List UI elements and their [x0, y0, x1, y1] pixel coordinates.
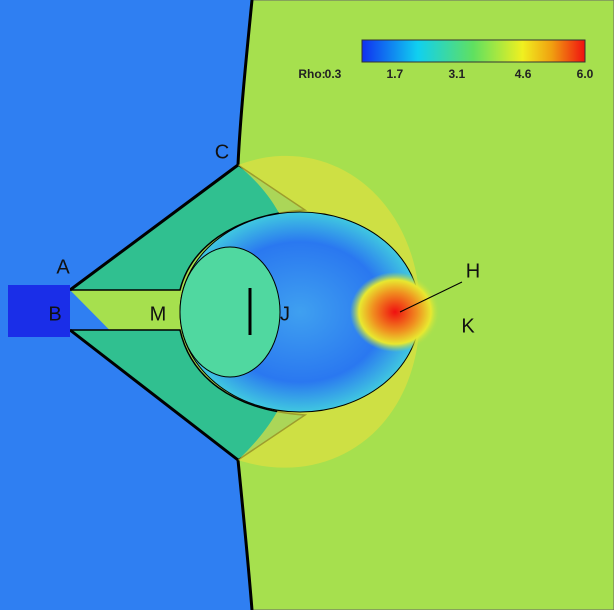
colorbar-tick-label: 6.0: [577, 67, 594, 81]
colorbar-tick-label: 0.3: [325, 67, 342, 81]
colorbar-tick-label: 1.7: [387, 67, 404, 81]
annotation: H: [466, 260, 480, 282]
annotation: M: [150, 303, 167, 325]
annotation: B: [48, 303, 61, 325]
colorbar-label: Rho:: [298, 67, 325, 81]
colorbar: [362, 40, 585, 62]
annotation: K: [461, 315, 475, 337]
colorbar-tick-label: 4.6: [515, 67, 532, 81]
colorbar-tick-label: 3.1: [448, 67, 465, 81]
annotation: C: [215, 141, 229, 163]
contour-plot: Rho: C A B M J H K 0.3 1.7 3.1 4.6 6.0: [0, 0, 614, 610]
mixing-region: [180, 247, 280, 377]
annotation: J: [280, 303, 290, 325]
high-density-spot: [350, 272, 440, 352]
annotation: A: [56, 256, 70, 278]
